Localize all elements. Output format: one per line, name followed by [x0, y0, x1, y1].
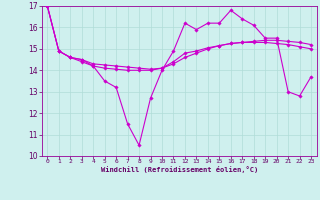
X-axis label: Windchill (Refroidissement éolien,°C): Windchill (Refroidissement éolien,°C): [100, 166, 258, 173]
